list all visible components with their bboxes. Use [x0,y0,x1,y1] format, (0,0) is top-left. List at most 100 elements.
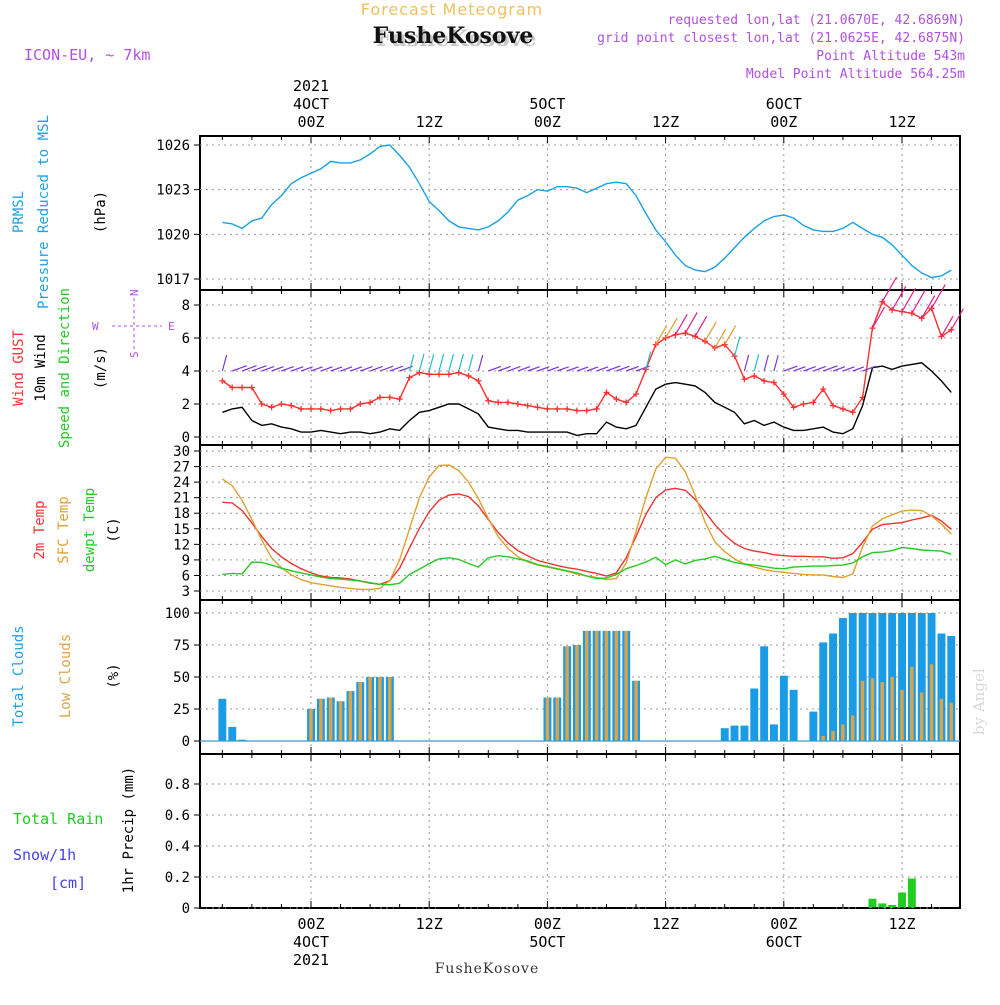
location-title: FusheKosove [373,23,534,49]
temp-label-dewpt: dewpt Temp [82,488,98,572]
wind-direction-arrow [517,365,531,372]
wind-direction-arrow [251,365,267,372]
wind-direction-arrow [310,366,323,372]
wind-direction-arrow [773,355,779,372]
bottom-time-label: 2021 [293,951,329,969]
wind-direction-arrow [921,295,936,319]
closest-coords: grid point closest lon,lat (21.0625E, 42… [597,31,965,46]
series-line-sfc-temp [222,456,952,591]
bar-total-rain [898,892,906,908]
bar-low-clouds [634,680,638,741]
gust-marker [770,379,777,386]
wind-direction-arrow [606,365,621,372]
wind-direction-arrow [822,365,838,372]
wind-direction-arrow [704,321,717,342]
wind-direction-arrow [428,353,435,372]
wind-direction-arrow [674,314,688,336]
wind-direction-arrow [271,366,284,372]
gust-marker [751,372,758,379]
footer-location: FusheKosove [435,961,540,977]
wind-direction-arrow [438,353,445,372]
compass-n: N [128,289,141,296]
bar-low-clouds [585,630,589,741]
bar-total-clouds [740,725,749,741]
gust-marker [386,394,393,401]
bar-total-clouds [238,739,246,741]
gust-marker [849,409,856,416]
wind-direction-arrow [576,366,589,372]
wind-direction-arrow [733,336,741,357]
ytick-label-clouds: 0 [182,734,190,750]
gust-marker [810,399,817,406]
wind-label-10m: 10m Wind [33,334,49,401]
gust-marker [761,377,768,384]
ytick-label-temperature: 15 [173,522,190,538]
bar-low-clouds [949,702,953,741]
compass-w: W [92,320,99,333]
wind-direction-arrow [596,366,609,372]
ytick-label-temperature: 30 [173,444,190,460]
bar-low-clouds [328,697,333,741]
wind-direction-arrow [635,365,650,372]
wind-direction-arrow [350,366,363,372]
wind-direction-arrow [694,315,708,337]
ytick-label-wind: 4 [182,364,190,380]
ytick-label-temperature: 18 [173,506,190,522]
gust-marker [514,401,521,407]
wind-label-dir: Speed and Direction [57,288,73,448]
bar-low-clouds [929,664,934,741]
wind-direction-arrow [369,365,383,372]
bar-total-clouds [789,689,798,741]
bar-total-clouds [917,613,926,741]
series-line-prmsl [222,144,952,279]
ytick-label-temperature: 3 [182,584,190,600]
model-label: ICON-EU, ~ 7km [24,46,150,64]
compass-e: E [168,320,175,333]
wind-direction-arrow [261,365,275,372]
point-altitude: Point Altitude 543m [816,49,965,64]
wind-direction-arrow [616,365,630,372]
wind-direction-arrow [320,366,333,372]
top-time-label: 12Z [888,113,915,131]
ytick-label-wind: 0 [182,430,190,446]
top-time-label: 2021 [293,77,329,95]
bar-low-clouds [624,630,628,741]
gust-marker [524,402,531,409]
top-time-label: 12Z [652,113,679,131]
gust-marker [347,405,354,412]
cloud-label-unit: (%) [106,663,122,688]
wind-direction-arrow [340,366,353,372]
bar-low-clouds [910,666,914,741]
ytick-label-clouds: 75 [173,638,190,654]
wind-direction-arrow [418,353,425,372]
bar-total-clouds [760,646,769,741]
wind-direction-arrow [911,289,926,314]
ytick-label-temperature: 21 [173,491,190,507]
top-time-label: 00Z [770,113,797,131]
ytick-label-temperature: 12 [173,537,190,553]
ytick-label-pressure: 1023 [156,183,190,199]
bar-total-clouds [730,725,739,741]
ytick-label-wind: 2 [182,397,190,413]
top-time-label: 00Z [297,113,324,131]
cloud-label-total: Total Clouds [11,625,27,726]
gust-marker [337,405,344,412]
gust-marker [741,376,748,383]
wind-direction-arrow [458,353,464,372]
bar-total-rain [907,878,916,908]
ytick-label-temperature: 6 [182,568,190,584]
panel-frame-wind [199,289,961,446]
bar-total-rain [888,904,897,908]
wind-direction-arrow [330,366,343,372]
compass-s: S [128,351,141,358]
wind-direction-arrow [488,365,502,372]
bar-total-clouds [839,618,847,741]
gust-marker [396,396,403,403]
gust-marker [445,371,452,378]
pressure-label-msl: Pressure Reduced to MSL [36,115,52,309]
wind-direction-arrow [813,365,827,372]
gust-marker [406,374,413,381]
precip-snow-unit: [cm] [50,874,86,892]
bar-low-clouds [575,645,579,741]
gust-marker [475,377,482,384]
